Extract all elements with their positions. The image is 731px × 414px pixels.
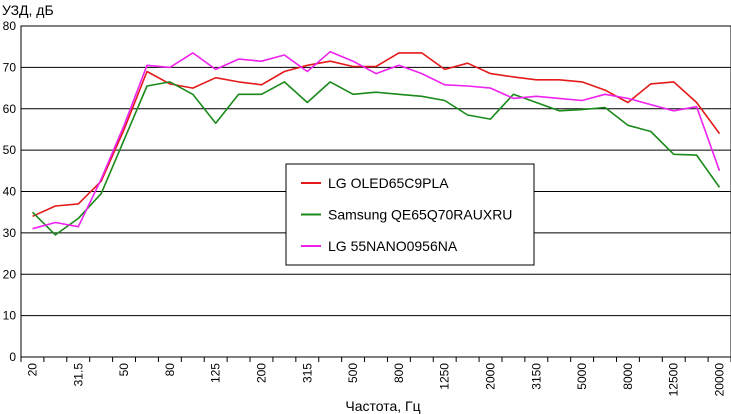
- y-tick-label: 60: [3, 102, 17, 116]
- x-tick-label: 8000: [621, 363, 635, 390]
- x-tick-label: 80: [163, 363, 177, 377]
- x-tick-label: 315: [300, 363, 314, 383]
- legend-box: [285, 163, 535, 266]
- legend-label-3: LG 55NANO0956NA: [328, 238, 458, 254]
- series-line-1: [32, 52, 721, 218]
- x-tick-label: 31.5: [71, 363, 85, 387]
- x-tick-label: 3150: [529, 363, 543, 390]
- plot-frame: [20, 25, 731, 358]
- legend: LG OLED65C9PLA Samsung QE65Q70RAUXRU LG 55…: [285, 163, 535, 266]
- x-tick-label: 5000: [575, 363, 589, 390]
- y-tick-label: 70: [3, 60, 17, 74]
- x-axis-title: Частота, Гц: [345, 398, 420, 414]
- x-tick-label: 500: [346, 363, 360, 383]
- y-tick-label: 40: [3, 185, 17, 199]
- y-tick-label: 50: [3, 143, 17, 157]
- x-tick-label: 12500: [667, 363, 681, 397]
- y-tick-label: 0: [9, 350, 16, 364]
- y-tick-labels: 0 10 20 30 40 50 60 70 80: [3, 19, 17, 364]
- x-tick-label: 800: [392, 363, 406, 383]
- legend-label-1: LG OLED65C9PLA: [328, 175, 449, 191]
- x-tick-label: 200: [254, 363, 268, 383]
- x-tick-label: 1250: [438, 363, 452, 390]
- series-line-3: [32, 50, 721, 230]
- y-tick-label: 20: [3, 267, 17, 281]
- series-line-2: [31, 81, 721, 236]
- y-tick-label: 10: [3, 309, 17, 323]
- series-group: [31, 50, 721, 236]
- x-tick-labels: 20 31.5 50 80 125 200 315 500 800 1250 2000 3150 500…: [20, 357, 731, 397]
- x-tick-label: 50: [117, 363, 131, 377]
- legend-label-2: Samsung QE65Q70RAUXRU: [328, 207, 512, 223]
- x-tick-label: 2000: [484, 363, 498, 390]
- y-tick-label: 30: [3, 226, 17, 240]
- y-tick-label: 80: [3, 19, 17, 33]
- x-tick-label: 20000: [713, 363, 727, 397]
- x-tick-label: 20: [25, 363, 39, 377]
- x-tick-label: 125: [209, 363, 223, 383]
- y-axis-title: УЗД, дБ: [2, 2, 54, 18]
